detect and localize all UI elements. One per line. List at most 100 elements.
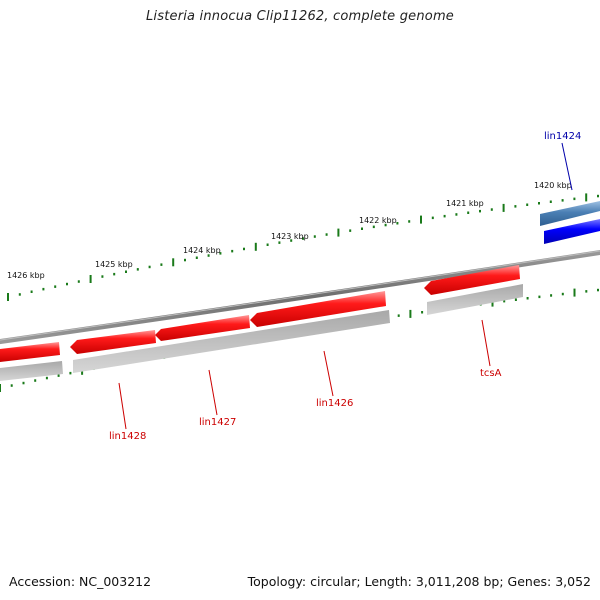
minor-tick [538, 202, 540, 205]
leader-line-tcsA [481, 319, 491, 367]
gene-lin1424-arrow[interactable] [544, 219, 600, 244]
gene-tcsA-arrow[interactable] [424, 265, 520, 295]
gene-lin1428-arrow[interactable] [70, 330, 156, 354]
accession-text: Accession: NC_003212 [9, 574, 152, 589]
minor-tick [396, 222, 399, 225]
minor-tick [207, 254, 210, 257]
genome-backbone [0, 250, 600, 345]
minor-tick [184, 258, 186, 262]
minor-tick [325, 233, 328, 236]
shadow-band-mid [73, 310, 390, 373]
tick-label-1426: 1426 kbp [7, 271, 45, 280]
minor-tick [479, 209, 481, 213]
minor-tick [514, 205, 517, 208]
major-tick [7, 293, 9, 301]
minor-tick [45, 376, 48, 380]
major-tick [573, 288, 576, 297]
tick-label-1423: 1423 kbp [271, 232, 309, 241]
gene-partial-left-arrow[interactable] [0, 342, 60, 362]
minor-tick [514, 298, 517, 301]
leader-line-lin1426 [323, 350, 334, 397]
minor-tick [54, 285, 57, 288]
minor-tick [443, 214, 446, 218]
tick-label-1421: 1421 kbp [446, 199, 484, 208]
minor-tick [113, 272, 116, 276]
minor-tick [125, 270, 127, 273]
major-tick [254, 242, 257, 251]
minor-tick [160, 263, 163, 266]
minor-tick [597, 194, 599, 198]
major-tick [337, 228, 340, 237]
minor-tick [101, 275, 104, 278]
outer-tick-ring [7, 193, 599, 301]
minor-tick [69, 371, 72, 375]
gene-lin1426-arrow[interactable] [250, 291, 386, 327]
minor-tick [561, 292, 564, 296]
major-tick [502, 203, 505, 212]
minor-tick [10, 384, 13, 387]
leader-line-lin1427 [208, 369, 218, 416]
minor-tick [597, 288, 599, 292]
minor-tick [30, 290, 33, 293]
minor-tick [573, 197, 576, 201]
gene-label-lin1424[interactable]: lin1424 [544, 131, 581, 142]
gene-label-lin1427[interactable]: lin1427 [199, 417, 236, 428]
minor-tick [526, 297, 529, 300]
tick-label-1420: 1420 kbp [534, 181, 572, 190]
minor-tick [526, 203, 529, 206]
minor-tick [361, 227, 363, 230]
minor-tick [34, 379, 37, 382]
minor-tick [148, 265, 151, 269]
major-tick [0, 384, 1, 392]
leader-line-lin1428 [118, 382, 127, 430]
minor-tick [302, 237, 304, 240]
major-tick [409, 309, 412, 318]
shadow-band-left [0, 361, 63, 381]
minor-tick [313, 235, 316, 238]
minor-tick [77, 280, 80, 283]
minor-tick [467, 211, 470, 214]
tick-label-1422: 1422 kbp [359, 216, 397, 225]
minor-tick [455, 213, 458, 216]
genome-backbone-highlight [0, 250, 600, 341]
minor-tick [490, 208, 493, 211]
minor-tick [550, 294, 553, 297]
leader-line-lin1424 [561, 142, 573, 191]
minor-tick [290, 239, 293, 242]
genome-summary-text: Topology: circular; Length: 3,011,208 bp… [247, 574, 591, 589]
minor-tick [561, 199, 564, 202]
minor-tick [66, 282, 68, 286]
minor-tick [503, 299, 506, 303]
minor-tick [266, 243, 269, 246]
minor-tick [195, 256, 198, 259]
minor-tick [22, 381, 25, 385]
minor-tick [231, 249, 234, 253]
gene-label-lin1428[interactable]: lin1428 [109, 431, 146, 442]
shadow-band-tcsA [427, 284, 523, 315]
minor-tick [278, 241, 281, 244]
minor-tick [421, 311, 424, 314]
minor-tick [243, 247, 245, 251]
gene-label-tcsA[interactable]: tcsA [480, 368, 502, 379]
gene-lin1424-shadow [540, 201, 600, 226]
minor-tick [42, 287, 45, 291]
minor-tick [549, 200, 552, 203]
minor-tick [538, 295, 541, 299]
minor-tick [585, 290, 588, 293]
minor-tick [136, 268, 139, 271]
minor-tick [372, 225, 375, 229]
minor-tick [397, 314, 400, 317]
minor-tick [431, 216, 434, 220]
tick-label-1424: 1424 kbp [183, 246, 221, 255]
major-tick [172, 258, 175, 267]
gene-lin1427-arrow[interactable] [155, 315, 250, 341]
minor-tick [384, 223, 387, 227]
minor-tick [18, 293, 21, 296]
major-tick [420, 215, 422, 224]
major-tick [89, 275, 92, 283]
minor-tick [57, 374, 60, 377]
minor-tick [349, 229, 352, 232]
minor-tick [219, 252, 222, 255]
gene-label-lin1426[interactable]: lin1426 [316, 398, 353, 409]
